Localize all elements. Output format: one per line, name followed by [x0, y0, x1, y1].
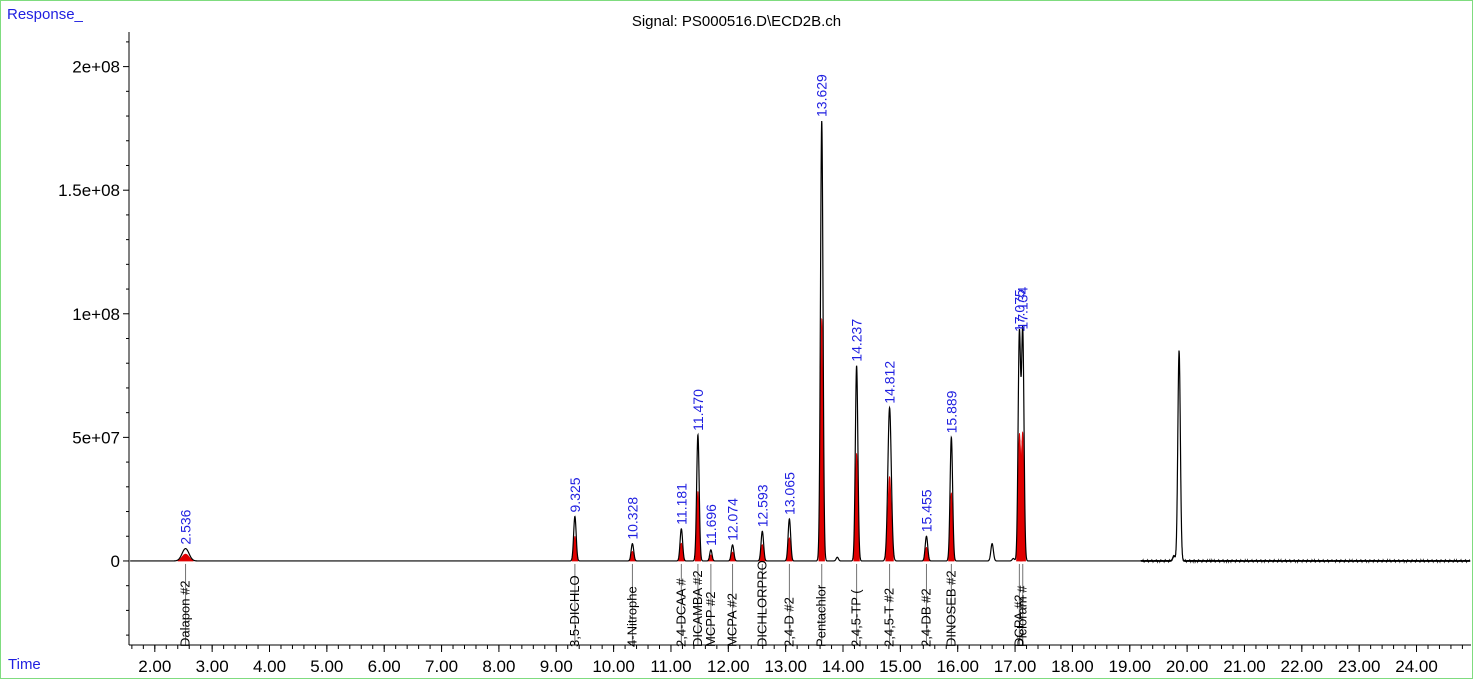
retention-time-label: 9.325 — [567, 477, 583, 512]
retention-time-label: 15.455 — [918, 489, 934, 532]
signal-title: Signal: PS000516.D\ECD2B.ch — [631, 13, 842, 30]
retention-time-label: 17.075 — [1011, 289, 1027, 332]
x-tick-label: 11.00 — [650, 657, 691, 676]
y-axis-corner-label: Response_ — [7, 6, 83, 23]
x-tick-label: 7.00 — [425, 657, 458, 676]
x-tick-label: 8.00 — [482, 657, 515, 676]
x-tick-label: 16.00 — [936, 657, 979, 676]
x-tick-label: 22.00 — [1281, 657, 1324, 676]
x-axis-corner-label: Time — [8, 656, 41, 673]
x-tick-label: 14.00 — [822, 657, 865, 676]
retention-time-label: 14.812 — [882, 361, 898, 404]
y-tick-label: 1e+08 — [72, 305, 120, 324]
x-tick-label: 6.00 — [368, 657, 401, 676]
x-tick-label: 4.00 — [253, 657, 286, 676]
retention-time-label: 17.134 — [1015, 287, 1031, 330]
x-tick-label: 23.00 — [1338, 657, 1381, 676]
retention-time-label: 11.181 — [673, 483, 689, 525]
x-tick-label: 3.00 — [196, 657, 229, 676]
retention-time-label: 13.629 — [814, 74, 830, 117]
x-tick-label: 17.00 — [994, 657, 1037, 676]
retention-time-label: 14.237 — [849, 319, 865, 362]
x-tick-label: 5.00 — [310, 657, 343, 676]
x-tick-label: 10.00 — [592, 657, 635, 676]
x-tick-label: 24.00 — [1395, 657, 1438, 676]
signal-trace — [130, 120, 1471, 564]
retention-time-label: 12.593 — [754, 484, 770, 527]
retention-time-label: 12.074 — [725, 498, 741, 541]
y-tick-label: 5e+07 — [72, 428, 120, 447]
retention-time-label: 2.536 — [178, 509, 194, 544]
retention-time-label: 10.328 — [624, 497, 640, 540]
peak-integration-fill — [177, 553, 194, 562]
x-tick-label: 18.00 — [1051, 657, 1094, 676]
retention-time-label: 11.696 — [703, 504, 719, 546]
y-tick-label: 1.5e+08 — [58, 181, 120, 200]
y-tick-label: 2e+08 — [72, 58, 120, 77]
x-tick-label: 2.00 — [138, 657, 171, 676]
x-tick-label: 15.00 — [879, 657, 922, 676]
retention-time-label: 11.470 — [690, 389, 706, 431]
x-tick-label: 9.00 — [540, 657, 573, 676]
x-tick-label: 21.00 — [1223, 657, 1266, 676]
x-tick-label: 12.00 — [707, 657, 750, 676]
x-tick-label: 19.00 — [1108, 657, 1151, 676]
peak-integration-fill — [885, 476, 894, 562]
x-tick-label: 13.00 — [764, 657, 807, 676]
retention-time-label: 15.889 — [943, 390, 959, 433]
y-tick-label: 0 — [111, 552, 120, 571]
x-tick-label: 20.00 — [1166, 657, 1209, 676]
retention-time-label: 13.065 — [781, 472, 797, 515]
compound-label: Picloram # — [1015, 585, 1030, 647]
